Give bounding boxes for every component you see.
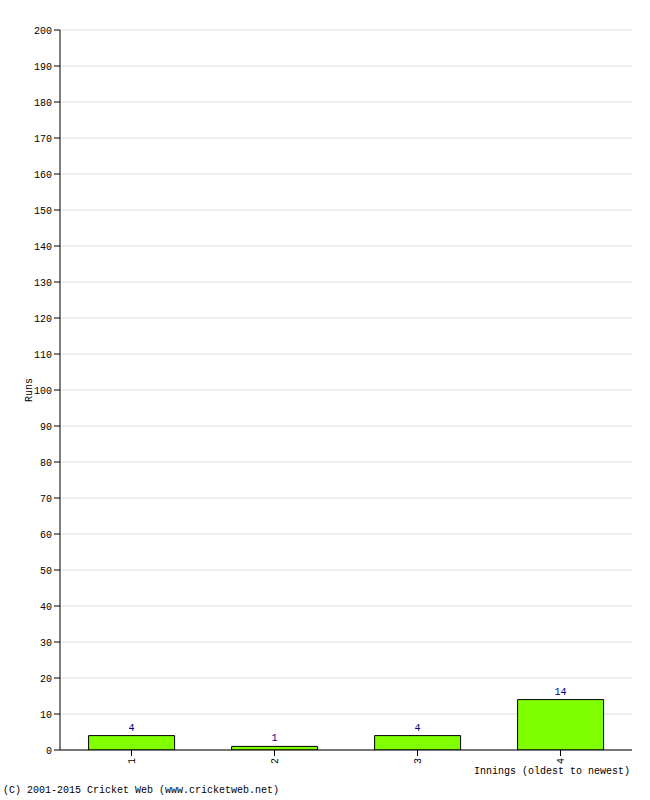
svg-text:180: 180 <box>34 98 52 109</box>
svg-text:4: 4 <box>415 723 421 734</box>
svg-text:14: 14 <box>555 687 567 698</box>
svg-text:80: 80 <box>40 458 52 469</box>
svg-text:200: 200 <box>34 26 52 37</box>
svg-text:150: 150 <box>34 206 52 217</box>
svg-text:4: 4 <box>556 758 567 764</box>
svg-text:130: 130 <box>34 278 52 289</box>
svg-text:40: 40 <box>40 602 52 613</box>
svg-text:20: 20 <box>40 674 52 685</box>
svg-text:60: 60 <box>40 530 52 541</box>
svg-text:110: 110 <box>34 350 52 361</box>
svg-text:10: 10 <box>40 710 52 721</box>
svg-text:160: 160 <box>34 170 52 181</box>
svg-text:170: 170 <box>34 134 52 145</box>
html-text:Runs: Runs <box>23 378 35 402</box>
svg-text:120: 120 <box>34 314 52 325</box>
svg-text:100: 100 <box>34 386 52 397</box>
html-text:(C) 2001-2015 Cricket Web (www: (C) 2001-2015 Cricket Web (www.cricketwe… <box>3 785 279 796</box>
svg-text:2: 2 <box>270 758 281 764</box>
svg-text:1: 1 <box>272 733 278 744</box>
svg-text:4: 4 <box>129 723 135 734</box>
html-text:Innings (oldest to newest): Innings (oldest to newest) <box>474 766 630 777</box>
svg-text:1: 1 <box>127 758 138 764</box>
svg-text:90: 90 <box>40 422 52 433</box>
svg-text:30: 30 <box>40 638 52 649</box>
svg-text:3: 3 <box>413 758 424 764</box>
svg-text:70: 70 <box>40 494 52 505</box>
svg-text:140: 140 <box>34 242 52 253</box>
svg-text:50: 50 <box>40 566 52 577</box>
svg-text:190: 190 <box>34 62 52 73</box>
svg-text:0: 0 <box>46 746 52 757</box>
